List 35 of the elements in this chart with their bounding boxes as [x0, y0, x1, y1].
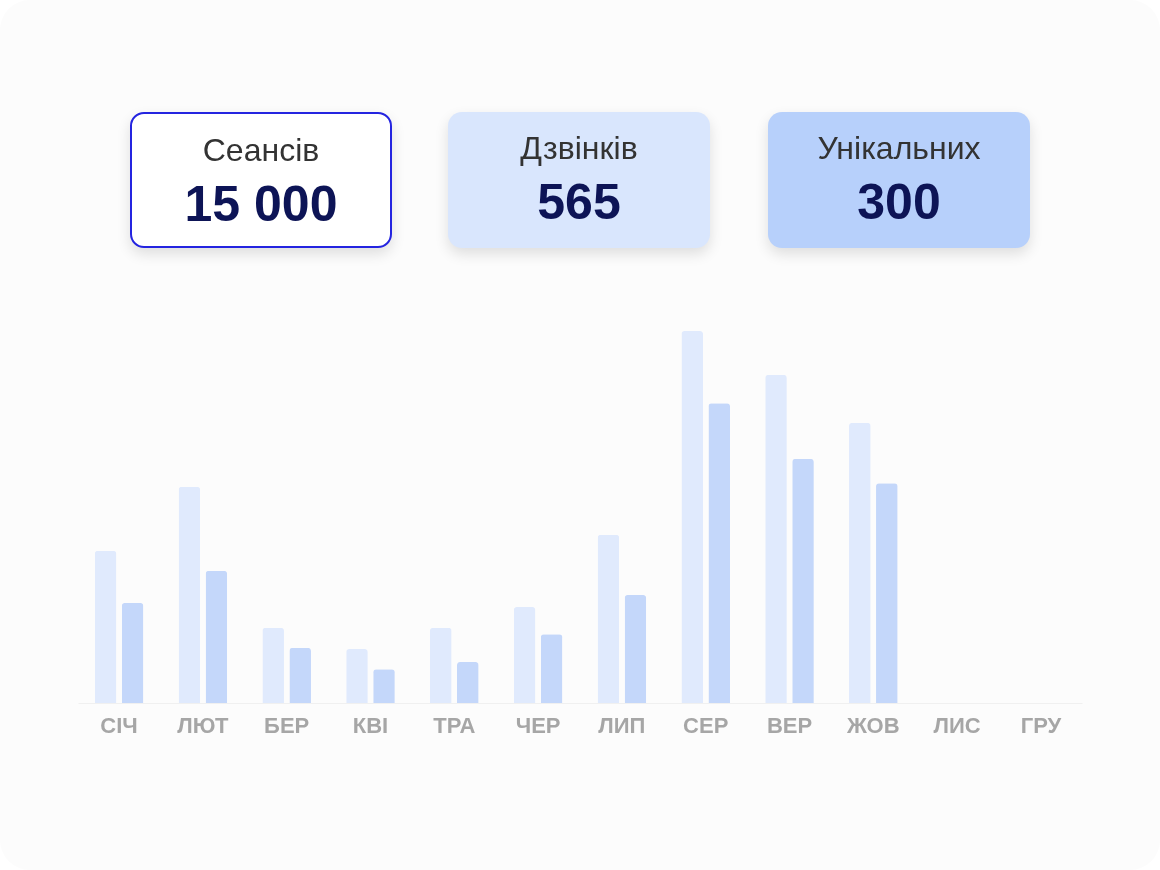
bar: [849, 422, 871, 703]
bar: [429, 627, 452, 703]
bar: [708, 403, 731, 703]
bar: [681, 331, 704, 703]
bar: [346, 649, 368, 703]
x-tick-label: ГРУ: [1020, 712, 1062, 738]
bar: [597, 534, 620, 703]
x-tick-label: ВЕР: [766, 712, 813, 738]
bar: [456, 662, 479, 703]
x-tick-label: СЕР: [683, 712, 729, 738]
bar: [624, 595, 647, 703]
bar: [540, 634, 563, 703]
card: Унікальних 300: [768, 112, 1030, 248]
bar: [178, 486, 201, 703]
x-tick-label: ЛЮТ: [177, 712, 229, 738]
x-tick-label: ЛИП: [598, 712, 646, 738]
bar: [121, 602, 144, 703]
bar: [289, 647, 311, 703]
bar: [513, 607, 536, 703]
bar: [205, 570, 228, 703]
card: Сеансів 15 000: [130, 112, 392, 248]
x-tick-label: ЧЕР: [515, 712, 561, 738]
x-tick-label: КВІ: [352, 712, 389, 738]
bar: [876, 483, 898, 703]
bar: [373, 669, 395, 703]
bar: [94, 550, 117, 703]
bar: [765, 374, 787, 703]
bar: [262, 627, 284, 703]
x-tick-label: ЛИС: [933, 712, 981, 738]
x-tick-label: СІЧ: [100, 712, 138, 738]
card: Дзвінків 565: [448, 112, 710, 248]
x-tick-label: ЖОВ: [846, 712, 900, 738]
x-tick-label: ТРА: [433, 712, 476, 738]
x-tick-label: БЕР: [264, 712, 310, 738]
bar: [792, 458, 814, 703]
